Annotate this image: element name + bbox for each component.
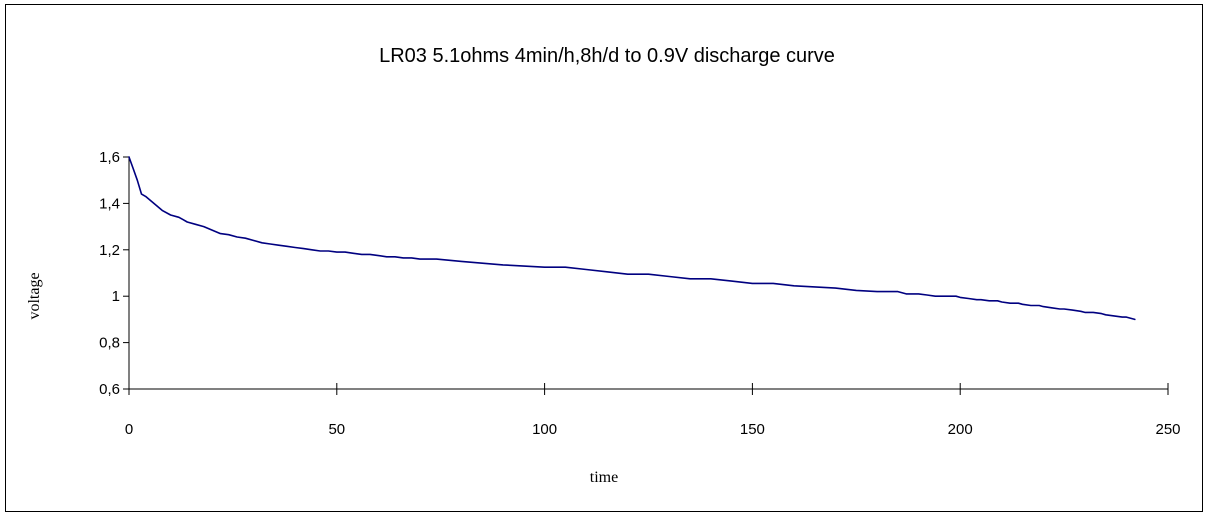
series-line	[128, 156, 1136, 321]
x-tick-label: 200	[948, 421, 973, 438]
y-tick-label: 1,6	[99, 149, 120, 166]
x-tick-label: 150	[740, 421, 765, 438]
y-tick-label: 1	[112, 288, 120, 305]
x-tick-label: 0	[125, 421, 133, 438]
x-axis-label: time	[590, 469, 618, 486]
x-tick-label: 50	[328, 421, 345, 438]
y-tick-label: 1,4	[99, 195, 120, 212]
y-axis-label: voltage	[26, 272, 43, 319]
plot-area: 0,6 0,8 1 1,2 1,4 1,6 0 50 100 150 200 250	[99, 149, 1180, 438]
chart-frame	[5, 4, 1203, 512]
chart-title: LR03 5.1ohms 4min/h,8h/d to 0.9V dischar…	[379, 45, 835, 67]
x-tick-label: 100	[532, 421, 557, 438]
y-tick-label: 1,2	[99, 242, 120, 259]
x-tick-label: 250	[1155, 421, 1180, 438]
y-tick-label: 0,6	[99, 381, 120, 398]
y-tick-label: 0,8	[99, 335, 120, 352]
